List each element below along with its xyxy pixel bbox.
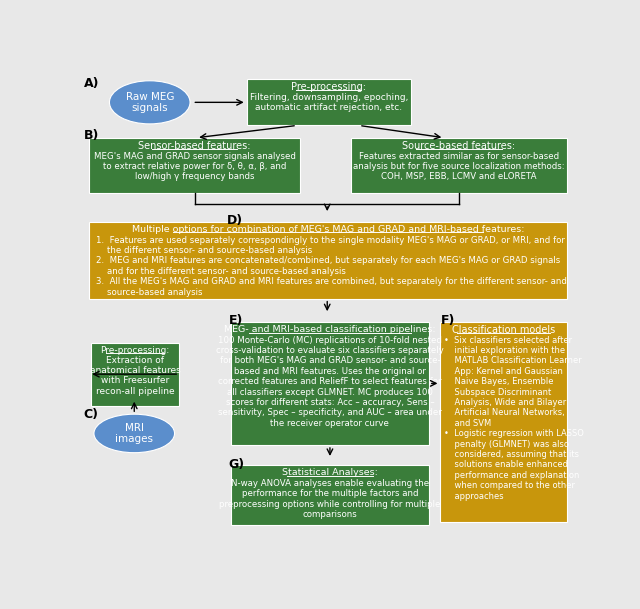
FancyBboxPatch shape (231, 322, 429, 445)
FancyBboxPatch shape (91, 343, 179, 406)
Ellipse shape (94, 414, 175, 452)
FancyBboxPatch shape (246, 79, 411, 125)
Text: Multiple options for combination of MEG's MAG and GRAD and MRI-based features:: Multiple options for combination of MEG'… (132, 225, 524, 234)
Text: Extraction of
anatomical features
with Freesurfer
recon-all pipeline: Extraction of anatomical features with F… (90, 356, 180, 396)
Text: Pre-processing:: Pre-processing: (100, 346, 170, 354)
Text: 100 Monte-Carlo (MC) replications of 10-fold nested
cross-validation to evaluate: 100 Monte-Carlo (MC) replications of 10-… (216, 336, 444, 428)
Text: Source-based features:: Source-based features: (403, 141, 516, 151)
Text: Statistical Analyses:: Statistical Analyses: (282, 468, 378, 477)
Text: MEG- and MRI-based classification pipelines:: MEG- and MRI-based classification pipeli… (224, 325, 436, 334)
Text: Pre-processing:: Pre-processing: (291, 82, 366, 93)
FancyBboxPatch shape (440, 322, 566, 522)
FancyBboxPatch shape (231, 465, 429, 525)
FancyBboxPatch shape (351, 138, 566, 193)
FancyBboxPatch shape (90, 138, 300, 193)
Text: •  Six classifiers selected after
    initial exploration with the
    MATLAB Cl: • Six classifiers selected after initial… (444, 336, 584, 501)
Text: Filtering, downsampling, epoching,
automatic artifact rejection, etc.: Filtering, downsampling, epoching, autom… (250, 93, 408, 113)
Text: C): C) (84, 408, 99, 421)
Text: Features extracted similar as for sensor-based
analysis but for five source loca: Features extracted similar as for sensor… (353, 152, 564, 181)
Text: E): E) (229, 314, 243, 327)
Text: Classification models: Classification models (452, 325, 555, 335)
Text: Raw MEG
signals: Raw MEG signals (125, 91, 174, 113)
Text: 1.  Features are used separately correspondingly to the single modality MEG's MA: 1. Features are used separately correspo… (95, 236, 566, 297)
Text: MRI
images: MRI images (115, 423, 153, 444)
Text: MEG's MAG and GRAD sensor signals analysed
to extract relative power for δ, θ, α: MEG's MAG and GRAD sensor signals analys… (94, 152, 296, 181)
Text: A): A) (84, 77, 99, 90)
Text: G): G) (229, 458, 245, 471)
Text: Sensor-based features:: Sensor-based features: (138, 141, 251, 151)
Text: F): F) (440, 314, 455, 327)
Text: N-way ANOVA analyses enable evaluating the
performance for the multiple factors : N-way ANOVA analyses enable evaluating t… (220, 479, 440, 519)
Text: D): D) (227, 214, 243, 227)
FancyBboxPatch shape (90, 222, 566, 298)
Ellipse shape (109, 81, 190, 124)
Text: B): B) (84, 128, 99, 141)
